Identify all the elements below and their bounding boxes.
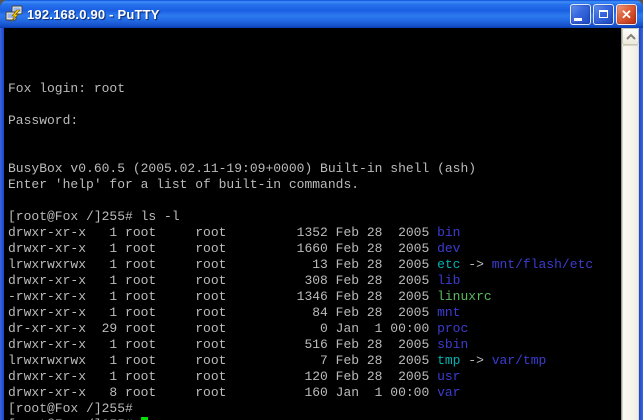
terminal-text: ->	[460, 353, 492, 368]
terminal-line: drwxr-xr-x 1 root root 516 Feb 28 2005 s…	[8, 337, 621, 353]
window-border-left	[0, 28, 4, 420]
terminal-text: linuxrc	[437, 289, 492, 304]
terminal-text: drwxr-xr-x 1 root root 120 Feb 28 2005	[8, 369, 438, 384]
window-body: Fox login: root Password: BusyBox v0.60.5 …	[0, 28, 643, 420]
minimize-button[interactable]	[570, 3, 591, 25]
terminal-text: BusyBox v0.60.5 (2005.02.11-19:09+0000) …	[8, 161, 477, 176]
terminal-line: BusyBox v0.60.5 (2005.02.11-19:09+0000) …	[8, 161, 621, 177]
window-controls: ✕	[570, 3, 637, 25]
terminal-text: [root@Fox /]255#	[8, 401, 133, 416]
terminal-line: Enter 'help' for a list of built-in comm…	[8, 177, 621, 193]
terminal-line: lrwxrwxrwx 1 root root 7 Feb 28 2005 tmp…	[8, 353, 621, 369]
terminal-line: drwxr-xr-x 1 root root 120 Feb 28 2005 u…	[8, 369, 621, 385]
maximize-icon	[599, 10, 608, 18]
terminal-text: drwxr-xr-x 1 root root 1660 Feb 28 2005	[8, 241, 438, 256]
terminal-line: -rwxr-xr-x 1 root root 1346 Feb 28 2005 …	[8, 289, 621, 305]
terminal-line	[8, 97, 621, 113]
terminal-text: ->	[460, 257, 492, 272]
terminal-line: drwxr-xr-x 1 root root 308 Feb 28 2005 l…	[8, 273, 621, 289]
terminal-text: sbin	[437, 337, 469, 352]
terminal-text: bin	[437, 225, 461, 240]
close-icon: ✕	[621, 6, 632, 22]
terminal-text: etc	[437, 257, 461, 272]
terminal-text: dev	[437, 241, 461, 256]
terminal-text: proc	[437, 321, 469, 336]
terminal-text: lrwxrwxrwx 1 root root 7 Feb 28 2005	[8, 353, 438, 368]
terminal-lines: Fox login: root Password: BusyBox v0.60.5 …	[8, 81, 621, 420]
terminal-text: lib	[437, 273, 461, 288]
terminal-cursor	[140, 417, 149, 420]
terminal-line: drwxr-xr-x 1 root root 1660 Feb 28 2005 …	[8, 241, 621, 257]
terminal-text: mnt	[437, 305, 461, 320]
terminal-text: drwxr-xr-x 1 root root 308 Feb 28 2005	[8, 273, 438, 288]
terminal-text: tmp	[437, 353, 461, 368]
terminal-text: usr	[437, 369, 461, 384]
scrollbar-thumb[interactable]	[622, 45, 639, 420]
terminal-text: drwxr-xr-x 1 root root 1352 Feb 28 2005	[8, 225, 438, 240]
putty-icon	[5, 5, 23, 23]
window-title: 192.168.0.90 - PuTTY	[27, 6, 160, 22]
terminal-line: drwxr-xr-x 8 root root 160 Jan 1 00:00 v…	[8, 385, 621, 401]
chevron-up-icon	[625, 33, 636, 40]
close-button[interactable]: ✕	[616, 3, 637, 25]
terminal-line	[8, 145, 621, 161]
terminal-line: drwxr-xr-x 1 root root 1352 Feb 28 2005 …	[8, 225, 621, 241]
terminal-text: -rwxr-xr-x 1 root root 1346 Feb 28 2005	[8, 289, 438, 304]
minimize-icon	[573, 17, 582, 21]
terminal-text: [root@Fox /]255#	[8, 417, 141, 420]
terminal-text: drwxr-xr-x 8 root root 160 Jan 1 00:00	[8, 385, 438, 400]
terminal-line: [root@Fox /]255#	[8, 401, 621, 417]
terminal-text: mnt/flash/etc	[491, 257, 594, 272]
terminal-text: var	[437, 385, 461, 400]
terminal-line: Fox login: root	[8, 81, 621, 97]
terminal-text: dr-xr-xr-x 29 root root 0 Jan 1 00:00	[8, 321, 438, 336]
terminal-text: [root@Fox /]255# ls -l	[8, 209, 180, 224]
terminal-screen[interactable]: Fox login: root Password: BusyBox v0.60.5 …	[4, 28, 621, 420]
scroll-up-button[interactable]	[622, 28, 639, 45]
terminal-line: lrwxrwxrwx 1 root root 13 Feb 28 2005 et…	[8, 257, 621, 273]
scrollbar[interactable]	[621, 28, 639, 420]
terminal-text: Enter 'help' for a list of built-in comm…	[8, 177, 360, 192]
terminal-text: Fox login: root	[8, 81, 126, 96]
terminal-text: drwxr-xr-x 1 root root 516 Feb 28 2005	[8, 337, 438, 352]
terminal-line: dr-xr-xr-x 29 root root 0 Jan 1 00:00 pr…	[8, 321, 621, 337]
terminal-text: drwxr-xr-x 1 root root 84 Feb 28 2005	[8, 305, 438, 320]
titlebar[interactable]: 192.168.0.90 - PuTTY ✕	[0, 0, 643, 28]
terminal-line	[8, 129, 621, 145]
terminal-line: drwxr-xr-x 1 root root 84 Feb 28 2005 mn…	[8, 305, 621, 321]
terminal-line: [root@Fox /]255# ls -l	[8, 209, 621, 225]
maximize-button[interactable]	[593, 3, 614, 25]
window-border-right	[639, 28, 643, 420]
terminal-line: Password:	[8, 113, 621, 129]
terminal-text: Password:	[8, 113, 79, 128]
terminal-line	[8, 193, 621, 209]
terminal-text: var/tmp	[491, 353, 547, 368]
terminal-text: lrwxrwxrwx 1 root root 13 Feb 28 2005	[8, 257, 438, 272]
terminal-line: [root@Fox /]255#	[8, 417, 621, 420]
